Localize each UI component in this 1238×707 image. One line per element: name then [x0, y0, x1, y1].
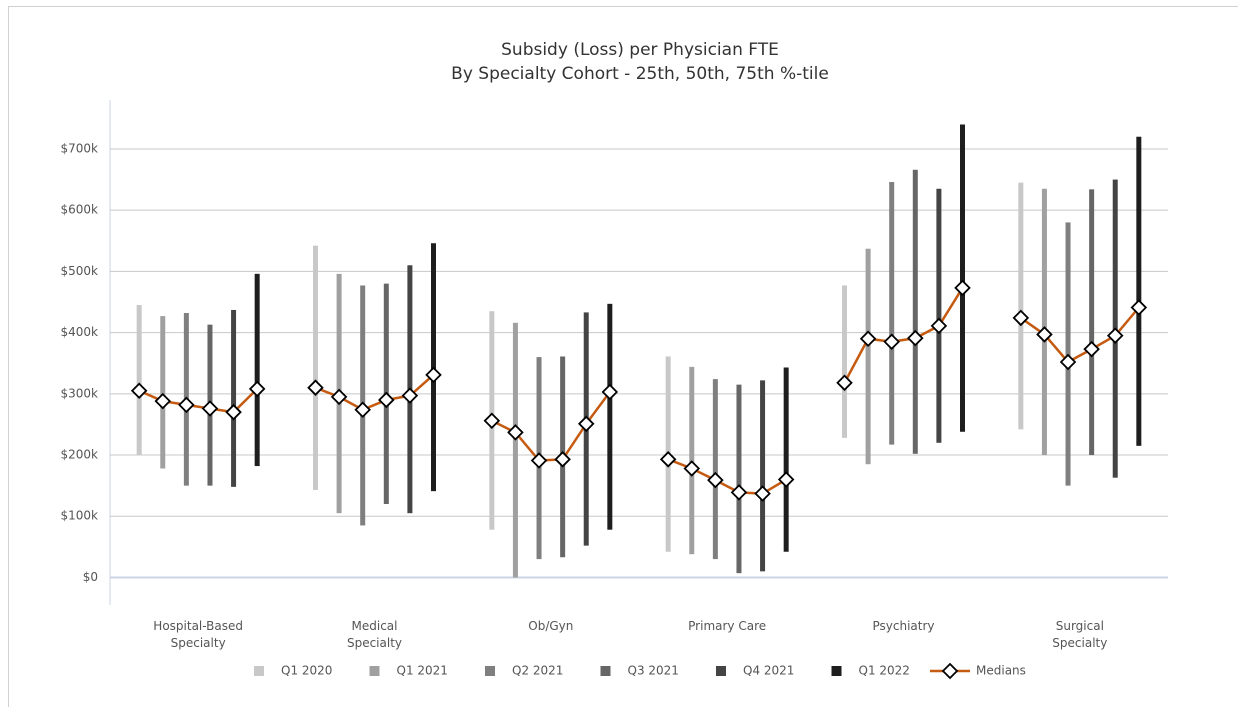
legend-swatch [254, 666, 264, 676]
legend-label: Medians [976, 664, 1026, 678]
legend-swatch [716, 666, 726, 676]
median-marker [883, 333, 900, 351]
range-bar [512, 322, 518, 578]
median-marker [1083, 340, 1100, 358]
median-marker [577, 415, 595, 433]
range-bar [160, 316, 166, 469]
median-marker [354, 401, 371, 419]
range-bar [1089, 189, 1095, 456]
range-bar [1041, 188, 1047, 456]
median-marker [554, 451, 571, 468]
legend-label: Q3 2021 [628, 664, 679, 678]
median-marker [248, 380, 266, 398]
median-marker [907, 329, 924, 347]
x-tick-label: Primary Care [688, 619, 767, 633]
median-marker [707, 471, 724, 489]
y-tick-label: $600k [61, 203, 99, 217]
range-bar [607, 303, 613, 530]
range-bar [842, 285, 847, 438]
range-bar [231, 309, 237, 487]
x-tick-label: Surgical Specialty [1052, 619, 1108, 650]
y-tick-label: $400k [61, 325, 99, 339]
median-marker [330, 388, 348, 406]
legend-label: Q1 2021 [397, 664, 448, 678]
range-bar [783, 367, 789, 552]
median-marker [483, 412, 501, 430]
median-marker [1036, 326, 1053, 343]
median-marker [683, 460, 701, 477]
median-marker [401, 387, 419, 404]
median-marker [1106, 327, 1124, 344]
median-marker [777, 471, 795, 488]
median-marker [1130, 299, 1148, 316]
y-tick-label: $0 [83, 570, 98, 584]
chart-title: Subsidy (Loss) per Physician FTE [501, 40, 779, 60]
median-line [491, 391, 611, 462]
median-marker [530, 452, 548, 469]
y-tick-label: $700k [61, 141, 99, 155]
range-bar [889, 182, 895, 445]
median-marker [730, 484, 748, 501]
median-marker [378, 391, 395, 409]
median-marker [425, 366, 442, 384]
legend-label: Q1 2020 [281, 664, 332, 678]
range-bar [1018, 182, 1024, 430]
legend-swatch [831, 666, 842, 676]
legend-marker [941, 662, 959, 680]
median-marker [507, 424, 524, 441]
median-marker [130, 382, 148, 400]
median-marker [154, 392, 172, 410]
median-marker [754, 485, 771, 502]
y-tick-label: $500k [61, 264, 99, 278]
legend-label: Q2 2021 [512, 664, 563, 678]
frame [8, 6, 1238, 707]
y-tick-label: $200k [61, 448, 99, 462]
x-tick-label: Ob/Gyn [528, 619, 574, 633]
median-marker [178, 396, 195, 414]
range-bar [712, 379, 718, 560]
median-marker [859, 330, 877, 347]
range-bar [1136, 136, 1142, 446]
range-bar [254, 273, 260, 467]
range-bar [760, 380, 766, 572]
median-marker [201, 400, 219, 417]
median-line [667, 458, 787, 495]
y-tick-label: $300k [61, 386, 99, 400]
range-bar [313, 245, 318, 490]
legend-swatch [600, 666, 611, 676]
median-marker [1012, 309, 1030, 327]
legend-label: Q4 2021 [743, 664, 794, 678]
range-bar [912, 169, 918, 454]
median-marker [954, 279, 971, 297]
y-tick-label: $100k [61, 509, 99, 523]
range-bar [736, 384, 742, 574]
legend-label: Q1 2022 [859, 664, 910, 678]
median-line [315, 373, 435, 412]
median-marker [601, 383, 619, 401]
range-bar [865, 248, 871, 465]
x-tick-label: Medical Specialty [346, 619, 403, 650]
median-marker [930, 317, 948, 335]
median-marker [836, 374, 853, 392]
range-bar [936, 188, 942, 443]
x-tick-label: Hospital-Based Specialty [153, 619, 243, 650]
legend-swatch [369, 666, 380, 676]
median-marker [659, 451, 677, 468]
chart-subtitle: By Specialty Cohort - 25th, 50th, 75th %… [451, 64, 829, 84]
range-bar [136, 305, 142, 456]
median-marker [307, 379, 324, 396]
median-marker [225, 403, 242, 421]
median-marker [1059, 353, 1077, 371]
x-tick-label: Psychiatry [872, 619, 935, 633]
legend-swatch [485, 666, 495, 676]
range-bar [960, 124, 965, 432]
median-line [843, 287, 964, 384]
